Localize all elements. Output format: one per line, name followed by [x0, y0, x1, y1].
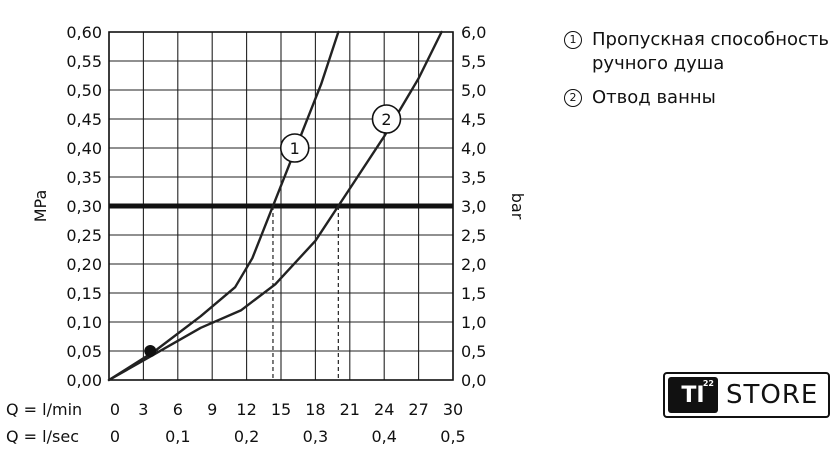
store-logo: TI 22 STORE: [663, 372, 830, 418]
y-left-tick-label: 0,40: [66, 139, 102, 158]
x-tick-label: 27: [408, 400, 428, 419]
legend-text-2: Отвод ванны: [592, 87, 716, 108]
series-label-1: 1: [290, 139, 300, 158]
y-left-tick-label: 0,45: [66, 110, 102, 129]
x-tick-label: 0,4: [371, 427, 396, 446]
series-label-circle-1: [279, 133, 310, 163]
legend-item-1: 1 Пропускная способность ручного душа: [562, 28, 832, 76]
y-right-tick-label: 1,0: [461, 313, 486, 332]
logo-text: STORE: [726, 380, 819, 410]
y-right-tick-label: 5,5: [461, 52, 486, 71]
series-label-2: 2: [381, 110, 391, 129]
y-left-tick-label: 0,25: [66, 226, 102, 245]
logo-superscript: 22: [702, 379, 714, 388]
y-left-tick-label: 0,55: [66, 52, 102, 71]
y-right-tick-label: 2,5: [461, 226, 486, 245]
logo-mark-text: TI: [681, 382, 705, 408]
y-left-tick-label: 0,35: [66, 168, 102, 187]
x-tick-label: 9: [207, 400, 217, 419]
y-left-tick-label: 0,60: [66, 23, 102, 42]
x-tick-label: 12: [236, 400, 256, 419]
y-right-tick-label: 3,5: [461, 168, 486, 187]
legend: 1 Пропускная способность ручного душа 2 …: [562, 28, 832, 120]
start-marker-dot: [144, 345, 157, 357]
y-left-tick-label: 0,30: [66, 197, 102, 216]
x-tick-label: 0: [110, 427, 120, 446]
y-left-tick-label: 0,50: [66, 81, 102, 100]
x-tick-label: 0: [110, 400, 120, 419]
x-tick-label: 21: [340, 400, 360, 419]
legend-number-1: 1: [564, 31, 582, 49]
y-right-tick-label: 4,0: [461, 139, 486, 158]
y-left-tick-label: 0,20: [66, 255, 102, 274]
y-right-tick-label: 0,0: [461, 371, 486, 390]
y-right-tick-label: 6,0: [461, 23, 486, 42]
x-tick-label: 30: [443, 400, 463, 419]
y-right-tick-label: 5,0: [461, 81, 486, 100]
x-tick-label: 0,5: [440, 427, 465, 446]
x-row-label: Q = l/sec: [6, 427, 79, 446]
x-tick-label: 18: [305, 400, 325, 419]
y-left-tick-label: 0,10: [66, 313, 102, 332]
flow-pressure-chart: 0,000,050,100,150,200,250,300,350,400,45…: [6, 23, 527, 446]
x-tick-label: 3: [138, 400, 148, 419]
y-right-tick-label: 2,0: [461, 255, 486, 274]
legend-number-2: 2: [564, 89, 582, 107]
x-tick-label: 0,3: [303, 427, 328, 446]
x-row-label: Q = l/min: [6, 400, 82, 419]
series-line-2: [107, 30, 443, 382]
y-left-axis-title: MPa: [31, 190, 50, 223]
y-left-tick-label: 0,15: [66, 284, 102, 303]
y-right-tick-label: 3,0: [461, 197, 486, 216]
legend-item-2: 2 Отвод ванны: [562, 86, 832, 110]
y-right-tick-label: 0,5: [461, 342, 486, 361]
series-label-circle-2: [371, 104, 402, 134]
series-line-1: [107, 30, 340, 382]
x-tick-label: 0,1: [165, 427, 190, 446]
x-tick-label: 6: [173, 400, 183, 419]
logo-mark: TI 22: [668, 377, 718, 413]
x-tick-label: 0,2: [234, 427, 259, 446]
y-left-tick-label: 0,00: [66, 371, 102, 390]
x-tick-label: 24: [374, 400, 394, 419]
y-left-tick-label: 0,05: [66, 342, 102, 361]
y-right-tick-label: 4,5: [461, 110, 486, 129]
y-right-tick-label: 1,5: [461, 284, 486, 303]
x-tick-label: 15: [271, 400, 291, 419]
legend-text-1: Пропускная способность ручного душа: [592, 29, 829, 74]
y-right-axis-title: bar: [508, 193, 527, 220]
